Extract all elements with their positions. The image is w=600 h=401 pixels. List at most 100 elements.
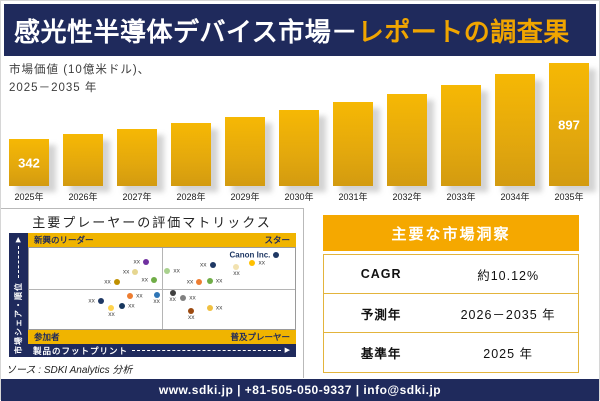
x-axis-tick-label: 2027年 [122,192,152,202]
bar-column [279,110,319,186]
scatter-point-label: xx [215,304,223,312]
insight-value: 2025 年 [483,347,534,361]
bar [225,117,265,186]
matrix-top-band: 新興のリーダー スター [28,233,296,247]
x-axis-tick-label: 2032年 [392,192,422,202]
scatter-point-label: xx [133,258,141,266]
bar [495,74,535,186]
insights-table: CAGR 約10.12% 予測年 2026－2035 年基準年 2025 年 [323,254,579,373]
bar-column [171,123,211,186]
bar-column [333,102,373,186]
quadrant-label-participants: 参加者 [34,332,60,342]
insight-label: 予測年 [360,307,402,322]
page-title-highlight: レポートの調査果 [357,16,570,47]
scatter-point [151,276,158,283]
canon-label: Canon Inc. [229,250,271,260]
scatter-point-label: xx [122,268,130,276]
matrix-title: 主要プレーヤーの評価マトリックス [32,215,272,230]
scatter-point [164,267,171,274]
scatter-point [206,278,213,285]
page-title-main: 感光性半導体デバイス市場－ [14,16,358,47]
title-bar: 感光性半導体デバイス市場－ レポートの調査果 [4,4,596,56]
scatter-point [209,262,216,268]
bar-column [117,129,157,186]
matrix-plot: xx xx xx xx xx xx Canon Inc. xx xx xx xx xx xx xx xx xx… [28,247,296,330]
x-axis-tick-label: 2031年 [338,192,368,202]
bar-chart-ticks: 2025年 2026年 2027年 2028年 2029年 2030年 2031年 2032年… [9,190,589,203]
x-axis-tick-label: 2034年 [500,192,530,202]
bar [387,94,427,186]
bar-column: 897 [549,63,589,186]
x-axis-tick-label: 2029年 [230,192,260,202]
insight-label: 基準年 [360,347,402,361]
x-axis-dashed-line [132,350,281,351]
bar-chart-bars: 342 897 [9,63,589,186]
scatter-point [233,264,240,271]
insights-header: 主要な市場洞察 [323,215,579,251]
bar-value-label: 897 [558,117,580,132]
y-axis-dashed-line [18,246,19,278]
x-axis-tick-label: 2035年 [554,192,584,202]
scatter-point-label: xx [189,294,196,302]
scatter-point-label: xx [186,278,194,286]
bar [441,85,481,186]
matrix-bottom-band: 参加者 普及プレーヤー [28,330,296,344]
insight-row: CAGR 約10.12% [324,255,578,294]
horizontal-divider [1,208,304,209]
scatter-point [113,279,120,286]
matrix-y-axis-content: 市場シェア・順位 ▶ [9,233,28,357]
arrow-up-icon: ▶ [15,236,22,243]
quadrant-label-pervasive-players: 普及プレーヤー [230,332,290,342]
bar [63,134,103,186]
bar [117,129,157,186]
bar-column [225,117,265,186]
scatter-point [119,302,126,309]
matrix-y-axis-label: 市場シェア・順位 [14,282,23,354]
x-axis-tick-label: 2033年 [446,192,476,202]
chart-caption-line1: 市場価値 (10億米ドル)、 [9,64,151,76]
bar: 897 [549,63,589,186]
scatter-point [249,259,256,266]
scatter-point-label: xx [128,302,135,309]
footer-contact-bar: www.sdki.jp | +81-505-050-9337 | info@sd… [1,379,599,401]
bar-column: 342 [9,139,49,186]
scatter-point [108,304,115,311]
bar-column [495,74,535,186]
scatter-point [143,258,150,265]
scatter-point-label: xx [169,295,176,303]
scatter-point-label: xx [200,261,207,269]
quadrant-label-emerging-leaders: 新興のリーダー [34,235,94,245]
bar [171,123,211,186]
x-axis-tick-label: 2026年 [68,192,98,202]
scatter-point-canon [273,252,280,259]
chart-axis-caption: 市場価値 (10億米ドル)、 2025－2035 年 [9,62,150,98]
scatter-point [188,308,195,315]
source-note: ソース : SDKI Analytics 分析 [6,365,133,376]
bar-value-label: 342 [18,155,40,170]
scatter-point-label: xx [141,276,149,284]
evaluation-matrix: 市場シェア・順位 ▶ 新興のリーダー スター xx xx xx xx xx xx Canon… [9,233,296,357]
scatter-point-label: xx [188,314,195,322]
scatter-point-label: xx [136,292,143,300]
bar [333,102,373,186]
arrow-right-icon: ▶ [284,347,291,354]
insight-row: 基準年 2025 年 [324,333,578,372]
market-insights-panel: 主要な市場洞察 CAGR 約10.12% 予測年 2026－2035 年基準年 2025… [323,215,579,373]
x-axis-tick-label: 2025年 [14,192,44,202]
bar-column [387,94,427,186]
chart-caption-line2: 2025－2035 年 [9,81,98,94]
vertical-divider [303,208,304,378]
matrix-x-axis-label: 製品のフットプリント [33,345,129,356]
scatter-point-label: xx [88,297,95,305]
scatter-point [206,304,213,311]
bar-column [441,85,481,186]
insight-value: 約10.12% [477,268,540,283]
scatter-point [127,292,134,299]
x-axis-tick-label: 2030年 [284,192,314,202]
insight-label: CAGR [360,267,402,281]
scatter-point-label: xx [108,310,115,318]
insight-value: 2026－2035 年 [460,307,556,322]
quadrant-label-star: スター [264,235,290,245]
quadrant-divider-horizontal [29,288,295,290]
scatter-point [97,298,104,305]
